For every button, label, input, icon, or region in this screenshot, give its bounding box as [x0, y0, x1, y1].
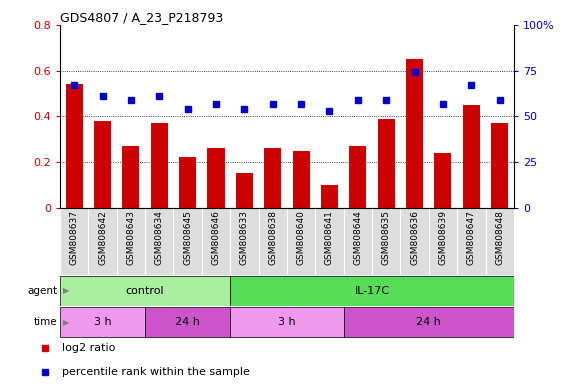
Text: GSM808647: GSM808647	[467, 210, 476, 265]
Bar	[230, 307, 344, 337]
Bar	[122, 146, 139, 208]
Bar	[292, 151, 309, 208]
Text: ▶: ▶	[63, 286, 69, 295]
Text: GSM808642: GSM808642	[98, 210, 107, 265]
Bar	[174, 208, 202, 275]
Bar	[264, 148, 282, 208]
Bar	[145, 208, 174, 275]
Text: agent: agent	[27, 286, 57, 296]
Bar	[435, 153, 452, 208]
Text: GSM808638: GSM808638	[268, 210, 278, 265]
Text: GSM808641: GSM808641	[325, 210, 334, 265]
Text: GSM808636: GSM808636	[410, 210, 419, 265]
Bar	[344, 208, 372, 275]
Bar	[378, 119, 395, 208]
Bar	[429, 208, 457, 275]
Text: GDS4807 / A_23_P218793: GDS4807 / A_23_P218793	[60, 11, 223, 24]
Bar	[179, 157, 196, 208]
Bar	[60, 208, 89, 275]
Text: GSM808635: GSM808635	[382, 210, 391, 265]
Bar	[287, 208, 315, 275]
Text: log2 ratio: log2 ratio	[62, 343, 115, 354]
Text: 24 h: 24 h	[175, 317, 200, 327]
Bar	[315, 208, 344, 275]
Bar	[349, 146, 367, 208]
Text: GSM808648: GSM808648	[495, 210, 504, 265]
Text: GSM808639: GSM808639	[439, 210, 448, 265]
Bar	[230, 276, 514, 306]
Bar	[60, 276, 230, 306]
Bar	[491, 123, 508, 208]
Text: ▶: ▶	[63, 318, 69, 327]
Text: GSM808637: GSM808637	[70, 210, 79, 265]
Bar	[485, 208, 514, 275]
Bar	[236, 174, 253, 208]
Bar	[60, 307, 145, 337]
Bar	[94, 121, 111, 208]
Bar	[406, 59, 423, 208]
Bar	[207, 148, 224, 208]
Bar	[344, 307, 514, 337]
Bar	[321, 185, 338, 208]
Bar	[372, 208, 400, 275]
Bar	[151, 123, 168, 208]
Bar	[463, 105, 480, 208]
Bar	[230, 208, 259, 275]
Text: GSM808646: GSM808646	[211, 210, 220, 265]
Text: control: control	[126, 286, 164, 296]
Text: GSM808633: GSM808633	[240, 210, 249, 265]
Bar	[457, 208, 485, 275]
Text: GSM808634: GSM808634	[155, 210, 164, 265]
Text: 3 h: 3 h	[94, 317, 111, 327]
Bar	[89, 208, 116, 275]
Bar	[202, 208, 230, 275]
Text: 3 h: 3 h	[278, 317, 296, 327]
Bar	[400, 208, 429, 275]
Bar	[259, 208, 287, 275]
Bar	[145, 307, 230, 337]
Text: IL-17C: IL-17C	[355, 286, 389, 296]
Text: GSM808643: GSM808643	[126, 210, 135, 265]
Text: 24 h: 24 h	[416, 317, 441, 327]
Bar	[66, 84, 83, 208]
Text: GSM808640: GSM808640	[296, 210, 305, 265]
Text: GSM808645: GSM808645	[183, 210, 192, 265]
Text: GSM808644: GSM808644	[353, 210, 363, 265]
Text: percentile rank within the sample: percentile rank within the sample	[62, 367, 250, 377]
Bar	[116, 208, 145, 275]
Text: time: time	[34, 317, 57, 327]
